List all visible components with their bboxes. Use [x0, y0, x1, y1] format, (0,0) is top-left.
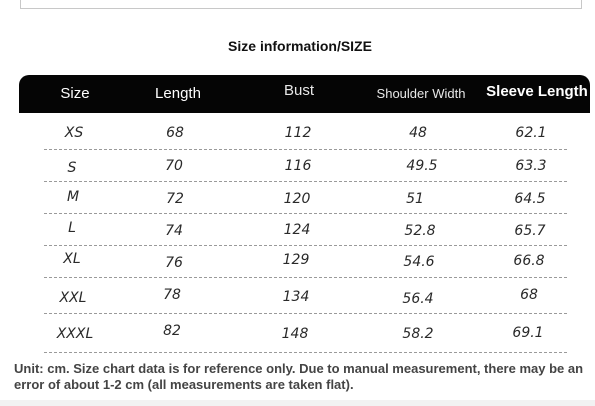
cell-sleeve-length: 63.3: [515, 158, 547, 174]
cell-sleeve-length: 65.7: [514, 223, 546, 239]
cell-size: XXL: [59, 290, 87, 306]
cell-size: XS: [64, 125, 84, 141]
top-frame-edge: [20, 0, 582, 9]
cell-length: 76: [165, 255, 183, 271]
table-row: S 70 116 49.5 63.3: [0, 156, 595, 176]
table-row: L 74 124 52.8 65.7: [0, 218, 595, 239]
cell-size: XXXL: [56, 326, 94, 342]
cell-bust: 124: [283, 222, 311, 238]
row-divider: [44, 181, 567, 182]
cell-length: 78: [163, 287, 181, 303]
bottom-edge: [0, 400, 595, 406]
measurement-note: Unit: cm. Size chart data is for referen…: [14, 361, 584, 392]
table-row: XS 68 112 48 62.1: [0, 123, 595, 143]
header-shoulder-width: Shoulder Width: [376, 86, 466, 101]
cell-bust: 116: [284, 158, 312, 174]
cell-sleeve-length: 68: [520, 287, 538, 303]
cell-sleeve-length: 64.5: [514, 191, 546, 207]
cell-size: M: [66, 189, 80, 205]
row-divider: [44, 313, 567, 314]
cell-shoulder-width: 48: [409, 125, 427, 141]
cell-size: L: [68, 220, 76, 236]
row-divider: [44, 213, 567, 214]
cell-size: S: [67, 160, 77, 176]
cell-shoulder-width: 51: [406, 191, 424, 207]
cell-sleeve-length: 66.8: [513, 253, 545, 269]
cell-length: 82: [163, 323, 181, 339]
cell-length: 72: [166, 191, 184, 207]
header-bust: Bust: [283, 82, 314, 99]
header-length: Length: [155, 85, 201, 102]
cell-length: 68: [166, 125, 184, 141]
cell-bust: 129: [282, 252, 310, 268]
cell-length: 70: [165, 158, 183, 174]
cell-sleeve-length: 62.1: [515, 125, 547, 141]
cell-shoulder-width: 58.2: [402, 326, 434, 342]
row-divider: [44, 352, 567, 353]
cell-bust: 134: [282, 289, 310, 305]
table-row: XXXL 82 148 58.2 69.1: [0, 323, 595, 343]
cell-shoulder-width: 49.5: [406, 158, 438, 174]
header-sleeve-length: Sleeve Length: [486, 83, 588, 100]
table-row: XXL 78 134 56.4 68: [0, 287, 595, 307]
row-divider: [44, 277, 567, 278]
table-row: M 72 120 51 64.5: [0, 187, 595, 207]
size-table-header: Size Length Bust Shoulder Width Sleeve L…: [19, 75, 590, 113]
cell-length: 74: [165, 223, 183, 239]
cell-shoulder-width: 52.8: [404, 223, 436, 239]
cell-shoulder-width: 56.4: [402, 291, 434, 307]
header-size: Size: [60, 85, 90, 102]
table-row: XL 76 129 54.6 66.8: [0, 249, 595, 271]
cell-bust: 148: [281, 326, 309, 342]
cell-sleeve-length: 69.1: [512, 325, 544, 341]
cell-shoulder-width: 54.6: [403, 254, 435, 270]
cell-size: XL: [63, 251, 81, 267]
row-divider: [44, 149, 567, 150]
row-divider: [44, 245, 567, 246]
size-section-title: Size information/SIZE: [228, 38, 372, 54]
cell-bust: 120: [283, 191, 311, 207]
cell-bust: 112: [284, 125, 312, 141]
